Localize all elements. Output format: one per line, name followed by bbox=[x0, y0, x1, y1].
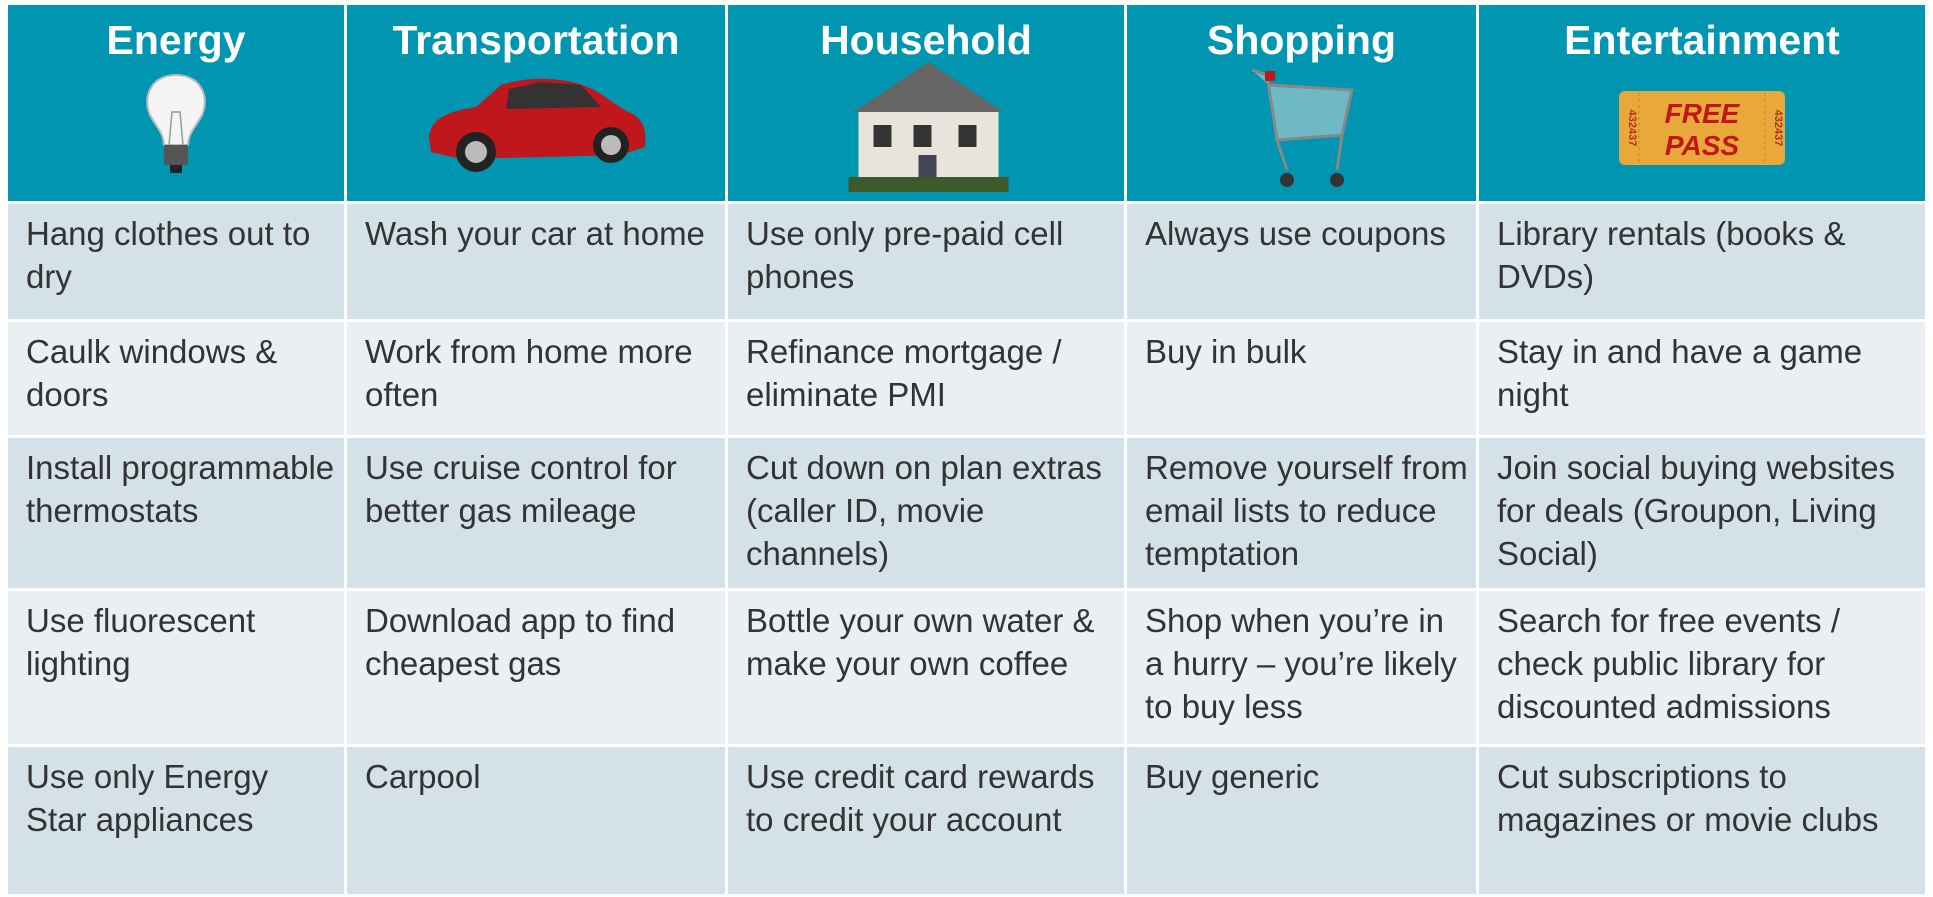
table-cell: Caulk windows & doors bbox=[8, 322, 344, 435]
table-cell: Use fluorescent lighting bbox=[8, 591, 344, 744]
table-cell: Use cruise control for better gas mileag… bbox=[347, 438, 725, 588]
cart-icon bbox=[1251, 68, 1354, 187]
savings-table: Energy Transportation Household Shopping bbox=[8, 5, 1925, 894]
ticket-icon: FREE PASS 432437 432437 bbox=[1619, 91, 1785, 165]
header-text: Shopping bbox=[1206, 17, 1396, 63]
table-cell: Stay in and have a game night bbox=[1479, 322, 1925, 435]
table-cell: Search for free events / check public li… bbox=[1479, 591, 1925, 744]
header-text: Transportation bbox=[392, 17, 680, 63]
table-cell: Cut subscriptions to magazines or movie … bbox=[1479, 747, 1925, 894]
table-cell: Download app to find cheapest gas bbox=[347, 591, 725, 744]
table-cell: Use only Energy Star appliances bbox=[8, 747, 344, 894]
header-text: Household bbox=[820, 17, 1032, 63]
table-cell: Use only pre-paid cell phones bbox=[728, 204, 1124, 319]
table-cell: Buy generic bbox=[1127, 747, 1476, 894]
ticket-serial: 432437 bbox=[1626, 110, 1638, 147]
car-icon bbox=[429, 78, 646, 172]
header-cell: Transportation bbox=[347, 5, 725, 201]
table-cell: Always use coupons bbox=[1127, 204, 1476, 319]
ticket-serial: 432437 bbox=[1772, 110, 1784, 147]
table-cell: Carpool bbox=[347, 747, 725, 894]
header-cell: Energy bbox=[8, 5, 344, 201]
header-cell: Household bbox=[728, 5, 1124, 201]
table-cell: Buy in bulk bbox=[1127, 322, 1476, 435]
table-cell: Work from home more often bbox=[347, 322, 725, 435]
house-icon bbox=[848, 62, 1009, 192]
header-cell: Entertainment FREE PASS 432437 432437 bbox=[1479, 5, 1925, 201]
table-cell: Refinance mortgage / eliminate PMI bbox=[728, 322, 1124, 435]
header-text: Energy bbox=[106, 17, 246, 63]
table-cell: Remove yourself from email lists to redu… bbox=[1127, 438, 1476, 588]
table-cell: Library rentals (books & DVDs) bbox=[1479, 204, 1925, 319]
table-cell: Bottle your own water & make your own co… bbox=[728, 591, 1124, 744]
ticket-text: PASS bbox=[1665, 130, 1739, 161]
table-cell: Use credit card rewards to credit your a… bbox=[728, 747, 1124, 894]
table-cell: Cut down on plan extras (caller ID, movi… bbox=[728, 438, 1124, 588]
table-cell: Hang clothes out to dry bbox=[8, 204, 344, 319]
ticket-text: FREE bbox=[1665, 98, 1741, 129]
header-text: Entertainment bbox=[1564, 17, 1840, 63]
table-cell: Join social buying websites for deals (G… bbox=[1479, 438, 1925, 588]
header-cell: Shopping bbox=[1127, 5, 1476, 201]
table-cell: Install programmable thermostats bbox=[8, 438, 344, 588]
bulb-icon bbox=[146, 73, 206, 173]
table-cell: Wash your car at home bbox=[347, 204, 725, 319]
table-cell: Shop when you’re in a hurry – you’re lik… bbox=[1127, 591, 1476, 744]
